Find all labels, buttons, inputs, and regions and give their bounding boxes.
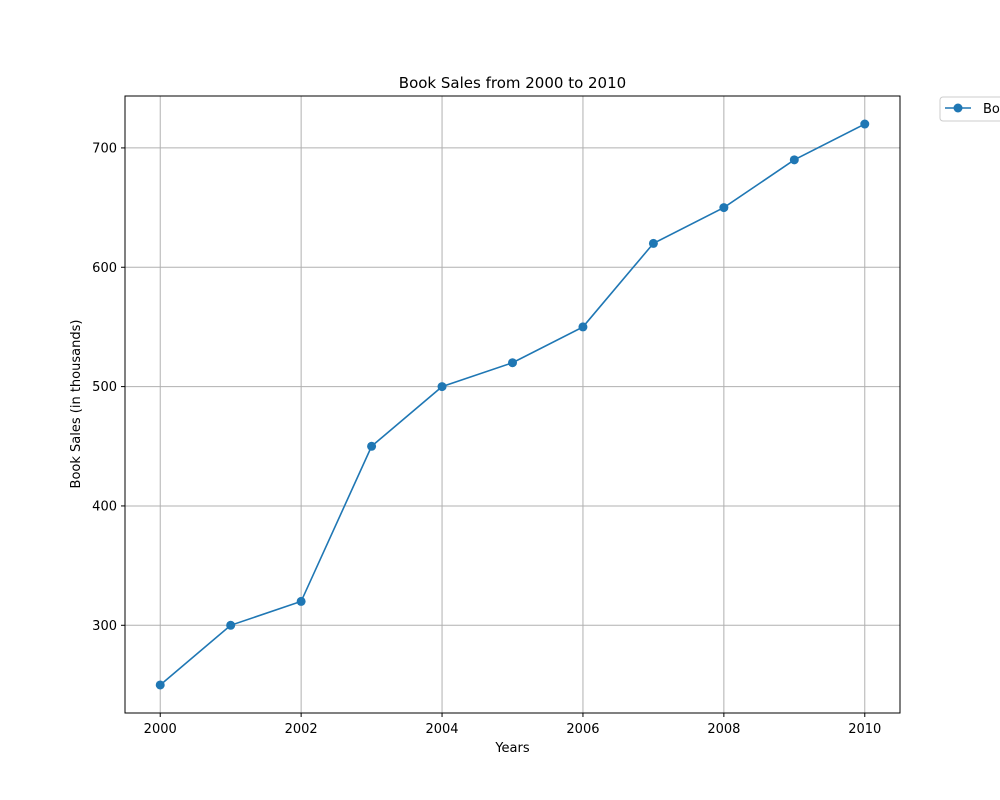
y-tick-label: 300 <box>92 619 117 634</box>
data-point <box>367 441 377 451</box>
y-tick-label: 700 <box>92 141 117 156</box>
data-point <box>226 620 236 630</box>
y-tick-label: 400 <box>92 499 117 514</box>
y-tick-label: 600 <box>92 261 117 276</box>
data-point <box>719 203 729 213</box>
data-point <box>648 238 658 248</box>
plot-area-frame <box>124 95 901 714</box>
legend-box <box>939 96 1000 122</box>
x-tick-label: 2010 <box>848 722 881 737</box>
data-point <box>155 680 165 690</box>
series-line <box>159 123 866 686</box>
data-point <box>789 155 799 165</box>
data-point <box>860 119 870 129</box>
y-axis-label: Book Sales (in thousands) <box>69 320 84 489</box>
y-tick-label: 500 <box>92 380 117 395</box>
x-tick-label: 2006 <box>566 722 599 737</box>
y-axis: 300 400 500 600 700 <box>92 141 125 634</box>
series-layer <box>155 119 870 690</box>
data-point <box>437 382 447 392</box>
data-point <box>578 322 588 332</box>
data-point <box>296 596 306 606</box>
legend-entry-label: Bo <box>983 102 1000 117</box>
x-tick-label: 2004 <box>425 722 458 737</box>
chart-title: Book Sales from 2000 to 2010 <box>399 74 626 92</box>
x-axis-label: Years <box>494 741 530 756</box>
x-tick-label: 2002 <box>285 722 318 737</box>
grid-lines <box>125 96 900 713</box>
x-axis: 2000 2002 2004 2006 2008 2010 <box>144 713 881 737</box>
legend: Bo <box>939 96 1000 122</box>
data-point <box>508 358 517 368</box>
x-tick-label: 2008 <box>707 722 740 737</box>
legend-marker <box>953 103 963 113</box>
x-tick-label: 2000 <box>144 722 177 737</box>
